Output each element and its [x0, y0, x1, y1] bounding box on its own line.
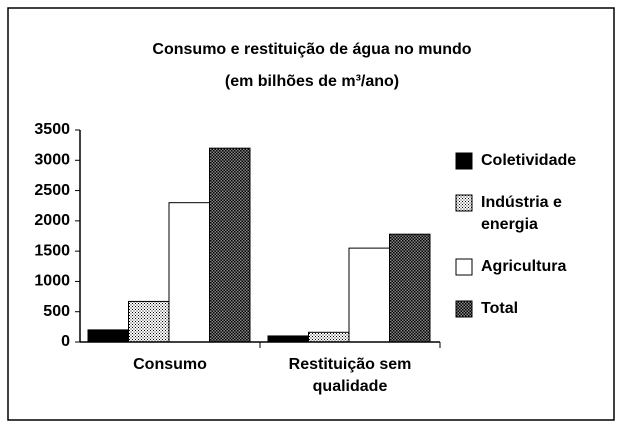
bar — [87, 329, 129, 343]
legend-label: Agricultura — [481, 258, 567, 275]
bar — [267, 335, 309, 343]
bar — [308, 331, 350, 343]
y-tick-label: 3500 — [34, 121, 70, 138]
x-tick-label: Consumo — [133, 356, 207, 373]
y-tick-label: 1500 — [34, 242, 70, 259]
frame — [7, 7, 615, 421]
x-tick-label: Restituição sem qualidade — [288, 356, 412, 395]
y-tick-label: 0 — [61, 333, 70, 350]
y-tick-label: 2000 — [34, 212, 70, 229]
y-tick-label: 500 — [43, 303, 70, 320]
legend-swatch — [455, 194, 473, 212]
legend-swatch — [455, 300, 473, 318]
bar — [209, 147, 251, 343]
y-tick-label: 1000 — [34, 273, 70, 290]
legend-swatch — [455, 152, 473, 170]
y-tick-label: 3000 — [34, 152, 70, 169]
legend-label: Coletividade — [481, 152, 577, 169]
chart-subtitle: (em bilhões de m³/ano) — [225, 73, 399, 90]
legend-label: Total — [481, 300, 519, 317]
legend-swatch — [455, 258, 473, 276]
bar — [168, 202, 210, 343]
bar — [128, 300, 170, 343]
bar — [348, 247, 390, 343]
legend-label: Indústria e energia — [481, 194, 562, 233]
chart-title: Consumo e restituição de água no mundo — [152, 41, 471, 58]
bar — [389, 233, 431, 343]
y-tick-label: 2500 — [34, 182, 70, 199]
